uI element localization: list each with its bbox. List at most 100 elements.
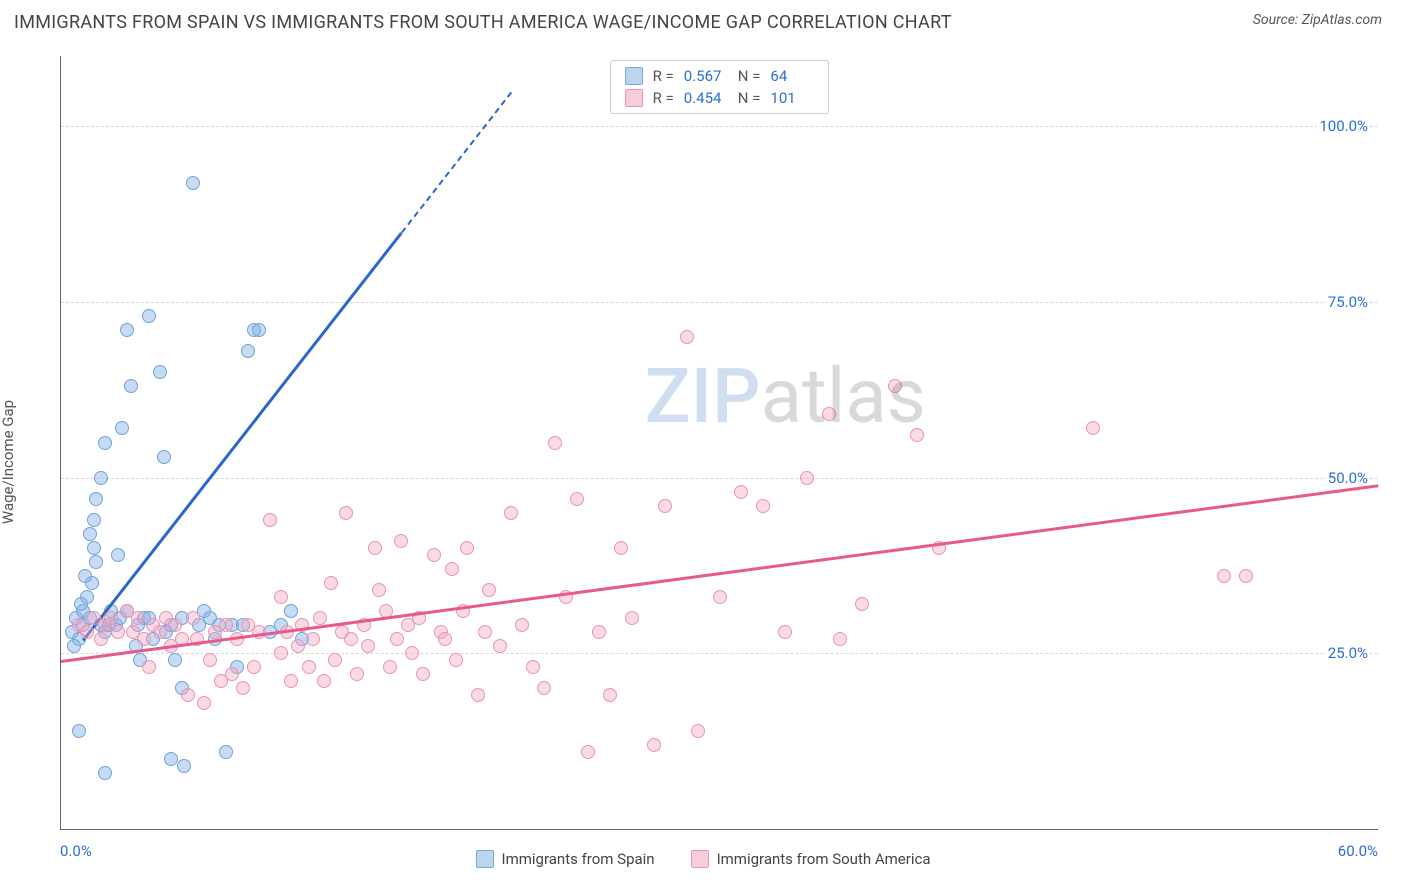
data-point-sa [778,625,792,639]
series-legend-item-spain: Immigrants from Spain [476,850,655,868]
legend-swatch-sa [625,89,643,107]
legend-r-label: R = [653,89,674,107]
data-point-spain [284,604,298,618]
data-point-sa [658,499,672,513]
data-point-sa [137,632,151,646]
data-point-spain [87,541,101,555]
data-point-sa [449,653,463,667]
data-point-spain [142,309,156,323]
watermark: ZIPatlas [645,351,926,441]
trend-line-dashed-spain [401,91,512,233]
data-point-spain [72,724,86,738]
data-point-sa [647,738,661,752]
trend-line-spain [82,232,402,641]
series-legend-item-sa: Immigrants from South America [691,850,931,868]
data-point-spain [157,450,171,464]
data-point-sa [197,696,211,710]
y-tick-label: 50.0% [1326,469,1370,487]
correlation-legend-row-spain: R = 0.567 N = 64 [625,67,815,85]
data-point-spain [111,548,125,562]
data-point-spain [98,436,112,450]
legend-r-label: R = [653,67,674,85]
data-point-sa [855,597,869,611]
series-legend-label: Immigrants from South America [717,850,931,868]
legend-n-value: 101 [770,89,814,107]
legend-r-value: 0.454 [684,89,728,107]
data-point-spain [94,471,108,485]
data-point-sa [80,625,94,639]
data-point-sa [313,611,327,625]
data-point-sa [445,562,459,576]
data-point-sa [713,590,727,604]
data-point-sa [581,745,595,759]
legend-n-label: N = [738,89,761,107]
data-point-sa [324,576,338,590]
source-attribution: Source: ZipAtlas.com [1253,12,1382,28]
legend-swatch-spain [625,67,643,85]
data-point-sa [236,681,250,695]
data-point-spain [115,421,129,435]
data-point-sa [168,618,182,632]
data-point-sa [225,667,239,681]
watermark-part-a: ZIP [645,351,761,441]
data-point-sa [526,660,540,674]
watermark-part-b: atlas [761,351,926,441]
data-point-sa [284,674,298,688]
data-point-spain [219,745,233,759]
data-point-sa [548,436,562,450]
y-tick-label: 100.0% [1317,117,1370,135]
data-point-sa [274,590,288,604]
legend-n-value: 64 [770,67,814,85]
data-point-sa [263,513,277,527]
data-point-sa [471,688,485,702]
data-point-spain [241,344,255,358]
data-point-sa [537,681,551,695]
data-point-sa [350,667,364,681]
data-point-sa [104,611,118,625]
correlation-legend: R = 0.567 N = 64 R = 0.454 N = 101 [610,60,830,114]
data-point-sa [405,646,419,660]
data-point-sa [800,471,814,485]
data-point-sa [625,611,639,625]
data-point-spain [83,527,97,541]
data-point-sa [328,653,342,667]
data-point-sa [1239,569,1253,583]
data-point-spain [89,492,103,506]
data-point-sa [186,611,200,625]
data-point-spain [168,653,182,667]
data-point-sa [394,534,408,548]
data-point-sa [274,646,288,660]
source-link[interactable]: ZipAtlas.com [1302,12,1382,28]
plot-area: ZIPatlas R =0.567N =64R =0.454N =101 25.… [60,56,1378,830]
data-point-sa [734,485,748,499]
data-point-sa [478,625,492,639]
data-point-sa [691,724,705,738]
data-point-spain [120,323,134,337]
data-point-sa [427,548,441,562]
data-point-sa [460,541,474,555]
data-point-sa [302,660,316,674]
data-point-spain [153,365,167,379]
correlation-legend-row-sa: R = 0.454 N = 101 [625,89,815,107]
data-point-spain [87,513,101,527]
data-point-spain [186,176,200,190]
data-point-sa [372,583,386,597]
data-point-sa [344,632,358,646]
legend-n-label: N = [738,67,761,85]
data-point-sa [416,667,430,681]
data-point-sa [1086,421,1100,435]
plot-container: Wage/Income Gap ZIPatlas R =0.567N =64R … [14,46,1392,878]
header-bar: IMMIGRANTS FROM SPAIN VS IMMIGRANTS FROM… [0,0,1406,41]
data-point-sa [680,330,694,344]
data-point-spain [78,569,92,583]
data-point-spain [124,379,138,393]
data-point-sa [339,506,353,520]
data-point-sa [383,660,397,674]
data-point-spain [177,759,191,773]
data-point-sa [219,618,233,632]
data-point-sa [153,625,167,639]
legend-r-value: 0.567 [684,67,728,85]
data-point-sa [291,639,305,653]
chart-title: IMMIGRANTS FROM SPAIN VS IMMIGRANTS FROM… [14,12,952,33]
data-point-sa [1217,569,1231,583]
